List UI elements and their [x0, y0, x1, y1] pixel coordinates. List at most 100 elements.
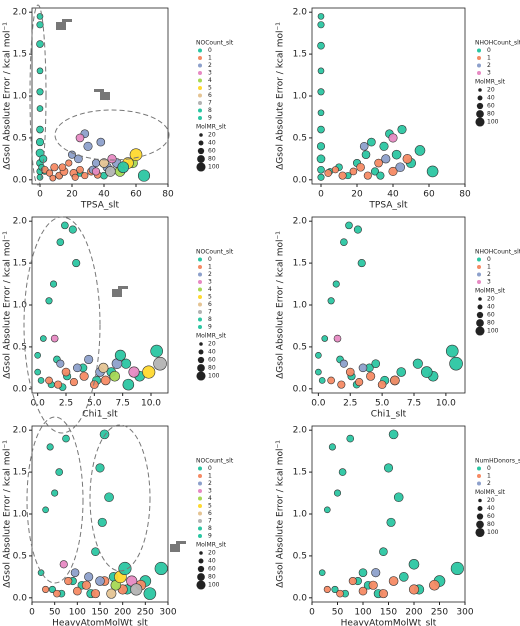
x-tick-label: 0 [29, 608, 35, 618]
data-point [36, 13, 44, 20]
legend-label: 0 [208, 256, 212, 263]
data-point [388, 166, 398, 176]
legend-label: 1 [487, 264, 491, 271]
data-point [450, 561, 464, 576]
x-tick-label: 100 [69, 608, 86, 618]
highlight-ellipse [54, 109, 170, 161]
legend-label: 2 [208, 271, 212, 278]
legend-swatch [477, 481, 481, 486]
y-tick-label: 2.0 [13, 217, 28, 227]
plot-area [31, 425, 169, 603]
x-tick-label: 20 [66, 190, 78, 200]
data-point [130, 583, 143, 596]
size-legend-label: 60 [487, 513, 495, 520]
data-point [357, 259, 366, 268]
size-legend-label: 100 [208, 373, 220, 380]
data-point [395, 162, 406, 173]
data-point [358, 363, 368, 373]
legend-label: 9 [208, 115, 212, 122]
size-legend-marker [476, 102, 484, 110]
highlight-ellipse [29, 4, 47, 186]
data-point [317, 173, 325, 181]
data-point [316, 142, 326, 151]
legend-swatch [198, 317, 202, 322]
size-legend-title: MolMR_slt [475, 288, 506, 295]
legend-label: 8 [208, 107, 212, 114]
legend-swatch [198, 481, 202, 486]
data-point [50, 163, 59, 172]
x-tick-label: 5.0 [375, 399, 390, 409]
size-legend-marker [475, 117, 485, 127]
data-point [390, 375, 400, 386]
data-point [49, 280, 58, 288]
size-legend-marker [476, 319, 484, 327]
data-point [36, 173, 44, 181]
legend-swatch [198, 310, 202, 314]
data-point [46, 169, 54, 177]
legend-swatch [198, 526, 202, 531]
data-point [99, 158, 109, 168]
data-point [107, 154, 117, 164]
data-point [445, 344, 459, 358]
data-point [56, 238, 65, 246]
data-point [72, 259, 81, 268]
y-tick-label: 0.5 [293, 133, 307, 143]
data-point [321, 335, 329, 342]
size-legend-label: 60 [208, 357, 216, 364]
size-legend-label: 40 [208, 140, 216, 147]
legend-swatch [477, 56, 481, 60]
legend-label: 1 [487, 55, 491, 62]
legend-label: 9 [208, 324, 212, 331]
size-legend-marker [196, 371, 206, 381]
data-point [324, 169, 333, 177]
x-axis-label: HeavyAtomMolWt_slt [52, 619, 148, 626]
x-tick-label: 40 [98, 190, 110, 200]
hand-shape [112, 286, 128, 297]
size-legend-label: 40 [487, 505, 495, 512]
data-point [381, 154, 391, 164]
legend-label: 6 [208, 510, 212, 517]
x-tick-label: 80 [459, 190, 471, 200]
size-legend-label: 80 [487, 521, 495, 528]
size-legend-label: 60 [208, 148, 216, 155]
legend-label: 2 [487, 271, 491, 278]
y-axis-label: ΔGsol Absolute Error / kcal mol⁻¹ [3, 231, 13, 379]
size-legend-label: 100 [487, 529, 499, 536]
data-point [449, 356, 463, 371]
y-tick-label: 1.0 [293, 510, 308, 520]
data-point [426, 165, 439, 178]
x-axis-label: Chi1_slt [371, 410, 407, 420]
size-legend-title: MolMR_slt [196, 542, 227, 549]
x-tick-label: 10.0 [436, 399, 456, 409]
data-point [356, 162, 365, 172]
y-tick-label: 2.0 [13, 8, 28, 18]
data-point [76, 165, 84, 174]
legend-swatch [198, 519, 202, 523]
data-point [315, 368, 322, 376]
data-point [358, 568, 368, 577]
y-tick-label: 1.5 [293, 50, 307, 60]
data-point [349, 167, 358, 176]
data-point [96, 137, 106, 147]
data-point [70, 568, 80, 577]
size-legend-label: 100 [208, 164, 220, 171]
data-point [36, 67, 44, 75]
data-point [338, 468, 347, 476]
data-point [121, 358, 132, 369]
legend-label: 3 [487, 70, 491, 77]
x-tick-label: 2.5 [59, 399, 73, 409]
highlight-ellipse [89, 424, 151, 572]
y-tick-label: 0.0 [293, 175, 308, 185]
data-point [323, 506, 331, 514]
legend-swatch [198, 272, 202, 277]
y-tick-label: 2.0 [293, 8, 308, 18]
data-point [391, 149, 402, 160]
size-legend-label: 20 [208, 550, 216, 557]
size-legend-label: 40 [487, 95, 495, 102]
data-point [376, 171, 385, 180]
legend-label: 3 [487, 279, 491, 286]
legend-swatch [198, 496, 202, 501]
size-legend-marker [199, 342, 203, 346]
x-tick-label: 100 [354, 608, 371, 618]
data-point [353, 225, 362, 234]
